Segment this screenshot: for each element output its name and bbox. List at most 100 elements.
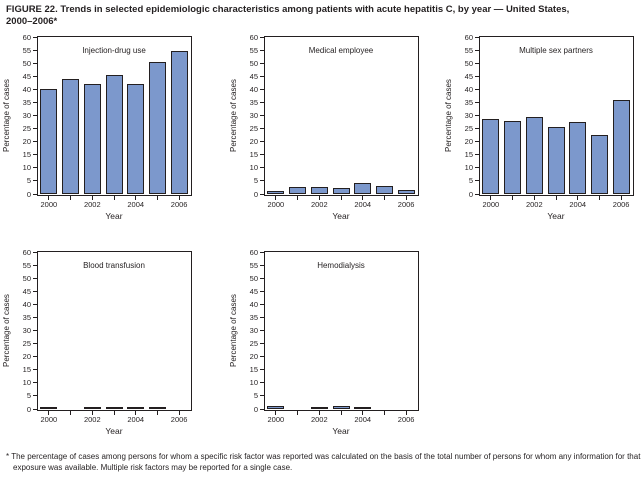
chart-title: Medical employee	[308, 46, 374, 55]
footnote-marker: *	[6, 452, 10, 461]
x-tick-label: 2004	[127, 200, 145, 209]
bar	[547, 127, 565, 194]
y-tick-label: 45	[249, 71, 258, 81]
y-tick-label: 45	[464, 71, 473, 81]
y-tick	[259, 303, 264, 305]
y-tick	[32, 330, 37, 331]
bar	[127, 406, 145, 409]
x-axis-title: Year	[105, 426, 123, 436]
y-tick-label: 25	[464, 124, 473, 134]
bar	[289, 187, 307, 194]
bar	[267, 405, 285, 409]
x-tick-label: 2000	[267, 415, 285, 424]
y-tick	[474, 193, 479, 195]
y-tick	[32, 193, 37, 195]
x-tick-label: 2004	[127, 415, 145, 424]
y-tick	[32, 382, 37, 384]
y-axis-title: Percentage of cases	[229, 79, 238, 152]
figure-title-line2: 2000–2006*	[6, 16, 58, 28]
x-tick-label: 2006	[397, 415, 415, 424]
x-tick-label: 2006	[170, 200, 188, 209]
x-tick	[512, 195, 514, 200]
y-tick-label: 30	[22, 326, 31, 335]
x-tick	[91, 195, 93, 200]
x-tick	[405, 195, 407, 200]
y-tick	[32, 395, 37, 397]
y-tick	[32, 303, 37, 305]
x-tick	[178, 195, 180, 200]
plot-area	[36, 250, 192, 411]
bar	[105, 74, 123, 194]
bar	[482, 119, 500, 194]
x-tick-label: 2004	[354, 200, 372, 209]
y-tick	[259, 62, 264, 64]
x-axis-title: Year	[547, 211, 565, 221]
x-tick	[91, 410, 93, 415]
y-tick-label: 15	[464, 150, 473, 160]
y-tick-label: 55	[22, 260, 31, 270]
y-tick	[259, 330, 264, 331]
x-tick	[340, 410, 342, 415]
y-tick	[259, 141, 264, 143]
y-tick	[259, 115, 264, 116]
x-tick	[577, 195, 579, 200]
x-tick	[70, 410, 72, 415]
y-tick	[32, 154, 37, 156]
x-tick	[598, 195, 600, 200]
x-tick-label: 2006	[397, 200, 415, 209]
bar	[375, 185, 393, 194]
y-tick-label: 35	[464, 97, 473, 107]
y-tick-label: 45	[249, 286, 258, 296]
y-tick-label: 10	[464, 163, 473, 173]
y-tick-label: 20	[249, 137, 258, 147]
x-axis-title: Year	[332, 426, 350, 436]
y-tick-label: 35	[249, 312, 258, 322]
y-tick-label: 10	[249, 378, 258, 388]
y-tick	[259, 180, 264, 182]
y-tick	[259, 154, 264, 156]
y-tick-label: 5	[468, 176, 473, 186]
y-tick	[259, 264, 264, 266]
y-tick-label: 5	[253, 391, 258, 401]
x-tick	[383, 195, 385, 200]
y-tick	[259, 75, 264, 77]
y-tick	[32, 290, 37, 292]
y-tick	[259, 36, 264, 38]
y-tick-label: 50	[22, 58, 31, 68]
y-tick-label: 25	[22, 124, 31, 134]
y-tick	[474, 128, 479, 130]
x-tick	[533, 195, 535, 200]
y-tick	[259, 251, 264, 253]
x-tick	[113, 410, 115, 415]
y-tick-label: 20	[22, 137, 31, 147]
x-tick	[135, 195, 137, 200]
plot-area	[263, 250, 419, 411]
y-tick	[32, 356, 37, 358]
y-tick-label: 40	[249, 299, 258, 309]
bar	[310, 187, 328, 194]
x-tick-label: 2002	[83, 200, 101, 209]
y-tick	[32, 115, 37, 116]
bar	[105, 406, 123, 409]
bar	[332, 405, 350, 409]
bar	[397, 189, 415, 194]
y-tick	[32, 128, 37, 130]
y-tick	[259, 343, 264, 345]
y-tick	[474, 62, 479, 64]
y-tick	[32, 36, 37, 38]
x-tick	[620, 195, 622, 200]
y-tick-label: 60	[22, 32, 31, 42]
y-tick-label: 15	[22, 150, 31, 160]
y-tick-label: 30	[249, 111, 258, 120]
y-tick-label: 15	[249, 150, 258, 160]
x-tick	[135, 410, 137, 415]
y-tick	[474, 36, 479, 38]
y-tick-label: 0	[26, 404, 31, 414]
y-tick	[259, 395, 264, 397]
bar	[83, 84, 101, 194]
bar	[525, 116, 543, 194]
y-tick	[474, 49, 479, 51]
y-tick-label: 10	[22, 163, 31, 173]
x-tick	[156, 195, 158, 200]
y-tick	[259, 88, 264, 90]
